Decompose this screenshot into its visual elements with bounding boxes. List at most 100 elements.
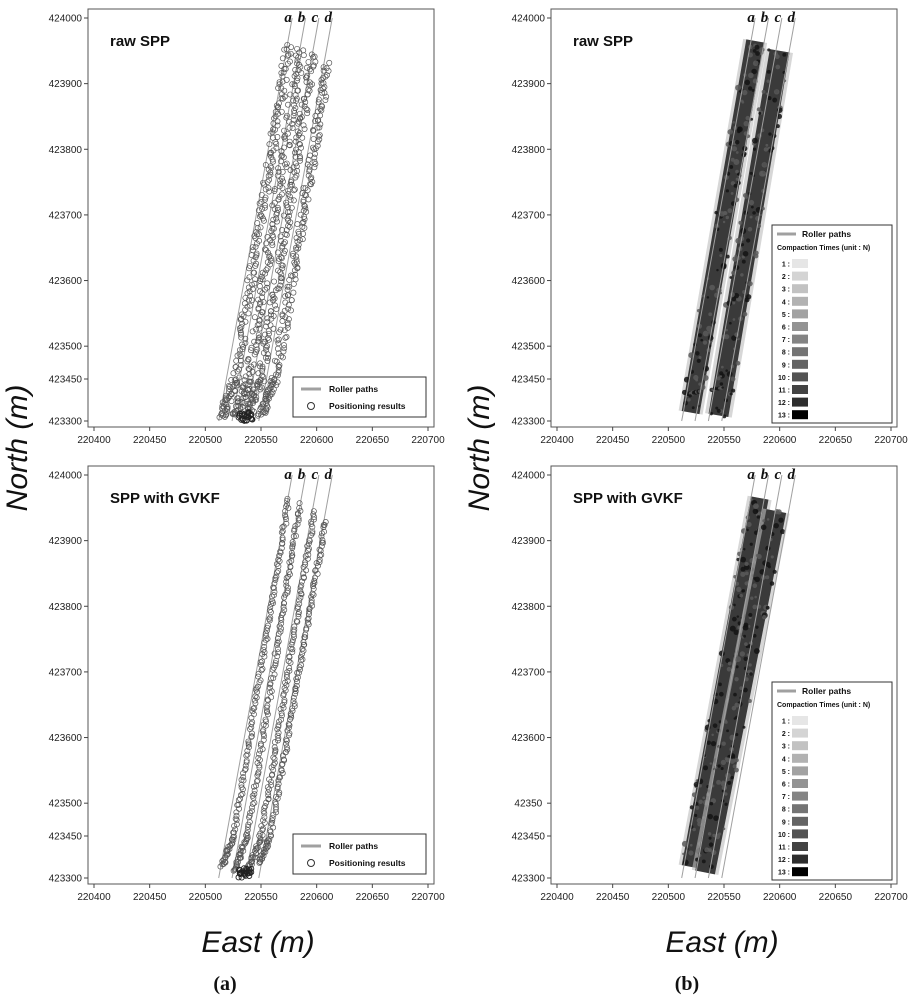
x-tick-label: 220600 xyxy=(763,892,797,903)
positioning-result-point xyxy=(288,181,295,188)
positioning-result-point xyxy=(283,578,290,585)
compaction-speckle xyxy=(701,294,705,298)
positioning-result-point xyxy=(239,399,246,406)
positioning-result-point xyxy=(300,230,307,237)
compaction-speckle xyxy=(719,382,724,386)
positioning-result-point xyxy=(251,361,258,368)
positioning-result-point xyxy=(254,346,261,353)
positioning-result-point xyxy=(233,821,240,828)
positioning-result-point xyxy=(228,377,235,383)
positioning-result-point xyxy=(249,792,256,799)
positioning-result-point xyxy=(298,590,305,597)
positioning-result-point xyxy=(251,791,258,797)
positioning-result-point xyxy=(270,584,277,591)
positioning-result-point xyxy=(232,363,239,370)
positioning-result-point xyxy=(290,697,297,704)
path-label-a: a xyxy=(284,467,292,483)
compaction-speckle xyxy=(742,250,749,257)
compaction-speckle xyxy=(756,107,762,112)
positioning-result-point xyxy=(233,862,240,869)
positioning-result-point xyxy=(267,322,274,329)
positioning-result-point xyxy=(238,311,245,318)
compaction-speckle xyxy=(697,333,702,338)
positioning-result-point xyxy=(242,765,249,772)
positioning-result-point xyxy=(249,286,256,293)
y-tick-label: 423700 xyxy=(512,210,546,221)
positioning-result-point xyxy=(279,354,286,361)
positioning-result-point xyxy=(304,72,311,79)
positioning-result-point xyxy=(263,323,269,330)
positioning-result-point xyxy=(272,302,279,309)
positioning-result-point xyxy=(316,132,323,138)
positioning-result-point xyxy=(235,874,242,881)
compaction-speckle xyxy=(738,220,743,225)
positioning-result-point xyxy=(257,659,264,666)
positioning-result-point xyxy=(290,197,297,204)
positioning-result-point xyxy=(274,783,281,790)
positioning-result-point xyxy=(292,105,299,111)
positioning-result-point xyxy=(275,340,282,347)
x-tick-label: 220450 xyxy=(133,435,167,446)
positioning-result-point xyxy=(297,141,304,148)
compaction-speckle xyxy=(747,227,753,232)
legend-box xyxy=(292,376,427,418)
positioning-result-point xyxy=(237,357,244,364)
positioning-result-point xyxy=(254,683,261,690)
positioning-result-point xyxy=(284,501,291,508)
compaction-speckle xyxy=(716,376,721,381)
compaction-speckle xyxy=(730,130,734,133)
path-label-a: a xyxy=(747,467,755,483)
roller-path-a xyxy=(681,17,756,422)
compaction-speckle xyxy=(740,243,745,247)
positioning-result-point xyxy=(291,186,298,193)
positioning-result-point xyxy=(275,369,282,376)
compaction-speckle xyxy=(753,576,757,581)
positioning-result-point xyxy=(259,205,266,212)
positioning-result-point xyxy=(276,558,283,565)
compaction-speckle xyxy=(742,311,748,317)
positioning-result-point xyxy=(256,325,263,332)
positioning-result-point xyxy=(308,597,315,604)
positioning-result-point xyxy=(273,215,280,222)
positioning-result-point xyxy=(293,675,300,682)
positioning-result-point xyxy=(277,326,284,333)
positioning-result-point xyxy=(291,626,298,633)
positioning-result-point xyxy=(233,859,240,865)
compaction-speckle xyxy=(713,815,719,821)
y-tick-label: 423500 xyxy=(49,799,83,810)
positioning-result-point xyxy=(321,89,328,96)
positioning-result-point xyxy=(296,153,303,160)
compaction-speckle xyxy=(718,247,723,252)
compaction-speckle xyxy=(766,518,770,521)
positioning-result-point xyxy=(253,326,260,333)
positioning-result-point xyxy=(285,60,291,67)
positioning-result-point xyxy=(271,739,278,746)
compaction-speckle xyxy=(706,740,711,745)
positioning-result-point xyxy=(319,530,325,537)
positioning-result-point xyxy=(308,51,315,58)
positioning-result-point xyxy=(245,310,252,317)
positioning-result-point xyxy=(257,742,264,749)
positioning-result-point xyxy=(284,292,291,299)
positioning-result-point xyxy=(283,520,290,527)
compaction-speckle xyxy=(746,238,751,243)
positioning-result-point xyxy=(259,276,266,283)
compaction-speckle xyxy=(742,624,749,631)
positioning-result-point xyxy=(321,522,328,528)
positioning-result-point xyxy=(320,85,327,92)
x-tick-label: 220500 xyxy=(652,892,686,903)
legend-level-swatch xyxy=(792,372,808,382)
compaction-speckle xyxy=(689,805,694,810)
positioning-result-point xyxy=(290,253,296,259)
y-tick-label: 423300 xyxy=(49,874,83,885)
positioning-result-point xyxy=(265,172,272,179)
positioning-result-point xyxy=(271,650,278,657)
compaction-speckle xyxy=(735,177,739,181)
positioning-result-point xyxy=(293,682,300,689)
positioning-result-point xyxy=(290,97,297,104)
compaction-speckle xyxy=(693,781,699,788)
positioning-result-point xyxy=(228,841,235,848)
compaction-speckle xyxy=(725,369,728,372)
compaction-speckle xyxy=(733,629,739,635)
compaction-speckle xyxy=(736,586,742,593)
